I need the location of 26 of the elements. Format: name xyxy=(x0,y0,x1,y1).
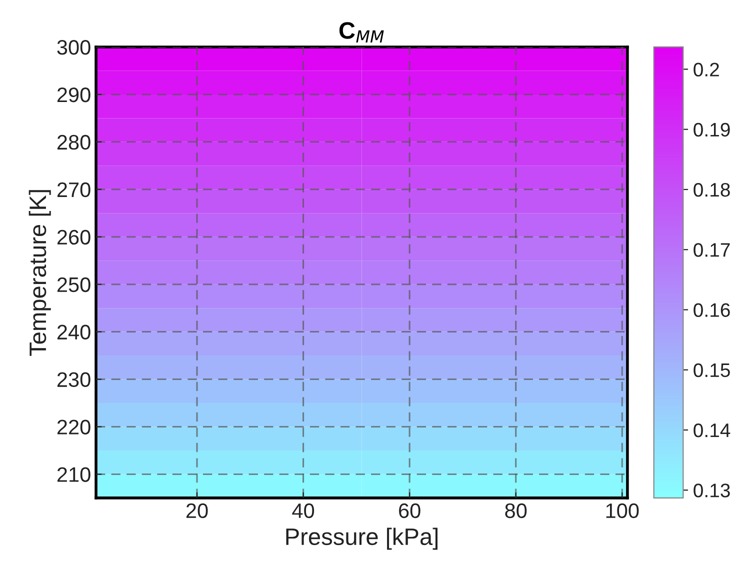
y-tick-label: 210 xyxy=(57,467,90,482)
y-tick-label: 280 xyxy=(57,134,90,150)
y-tick-label: 290 xyxy=(57,87,90,102)
x-tick-label: 100 xyxy=(606,503,639,518)
x-axis-title: Pressure [kPa] xyxy=(286,528,438,550)
chart-title: C$_{MM}$ xyxy=(339,22,384,42)
x-tick-label: 40 xyxy=(292,503,314,518)
color-bar-label: 0.17 xyxy=(694,243,730,257)
x-tick-label: 80 xyxy=(505,503,527,518)
color-bar-label: 0.14 xyxy=(694,423,730,438)
color-bar-label: 0.18 xyxy=(694,182,730,197)
y-tick-label: 260 xyxy=(57,230,90,245)
y-tick-label: 220 xyxy=(57,420,90,434)
color-bar-label: 0.15 xyxy=(694,363,730,378)
y-tick-label: 240 xyxy=(57,324,90,340)
color-bar-label: 0.13 xyxy=(694,484,730,498)
y-tick-label: 270 xyxy=(57,182,90,198)
y-axis-title: Temperature [K] xyxy=(28,190,51,356)
y-tick-label: 230 xyxy=(57,372,90,388)
x-tick-label: 60 xyxy=(399,503,420,518)
y-tick-label: 250 xyxy=(57,277,90,292)
x-tick-label: 20 xyxy=(186,503,208,518)
color-bar-label: 0.16 xyxy=(694,303,730,317)
color-bar-label: 0.19 xyxy=(694,122,730,137)
y-tick-label: 300 xyxy=(57,40,90,55)
color-bar-label: 0.2 xyxy=(694,62,719,76)
